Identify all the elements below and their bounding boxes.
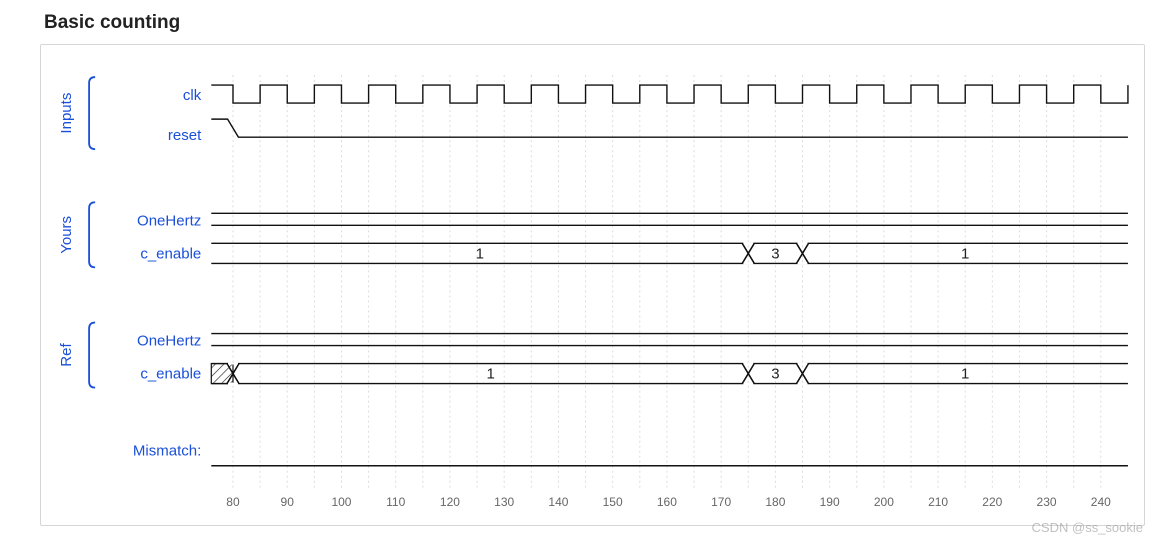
clk-wave: [211, 85, 1128, 103]
bus-value: 1: [961, 245, 969, 262]
group-label: Yours: [58, 216, 75, 254]
time-tick: 180: [765, 495, 785, 509]
group-label: Ref: [58, 343, 75, 367]
signal-label: c_enable: [140, 245, 201, 262]
page-title: Basic counting: [44, 12, 1145, 34]
signal-label: OneHertz: [137, 333, 201, 350]
time-tick: 140: [548, 495, 568, 509]
bus-hatch: [211, 364, 233, 384]
signal-label: c_enable: [140, 366, 201, 383]
time-tick: 160: [657, 495, 677, 509]
time-tick: 110: [386, 495, 405, 509]
waveform-panel: 80 90 100 110 120 130 140 150 160 170 180 190 200 210…: [40, 44, 1145, 526]
time-tick: 120: [440, 495, 460, 509]
signal-label: clk: [183, 87, 202, 104]
group-label: Inputs: [58, 93, 75, 134]
signal-label: reset: [168, 127, 202, 144]
time-tick: 220: [982, 495, 1002, 509]
time-tick: 200: [874, 495, 894, 509]
time-tick: 150: [603, 495, 623, 509]
time-tick: 190: [820, 495, 840, 509]
time-tick: 130: [494, 495, 514, 509]
bus-value: 1: [961, 366, 969, 383]
bus-value: 3: [771, 366, 779, 383]
time-tick: 100: [331, 495, 351, 509]
bus-value: 3: [771, 245, 779, 262]
time-tick: 170: [711, 495, 731, 509]
reset-wave: [211, 119, 1128, 137]
signal-label: OneHertz: [137, 212, 201, 229]
mismatch-label: Mismatch:: [133, 443, 201, 460]
bus-value: 1: [476, 245, 484, 262]
waveform-svg: 80 90 100 110 120 130 140 150 160 170 180 190 200 210…: [41, 45, 1144, 526]
bus-value: 1: [486, 366, 494, 383]
time-tick: 240: [1091, 495, 1111, 509]
time-tick: 230: [1037, 495, 1057, 509]
time-tick: 210: [928, 495, 948, 509]
time-tick: 80: [226, 495, 240, 509]
time-tick: 90: [281, 495, 295, 509]
